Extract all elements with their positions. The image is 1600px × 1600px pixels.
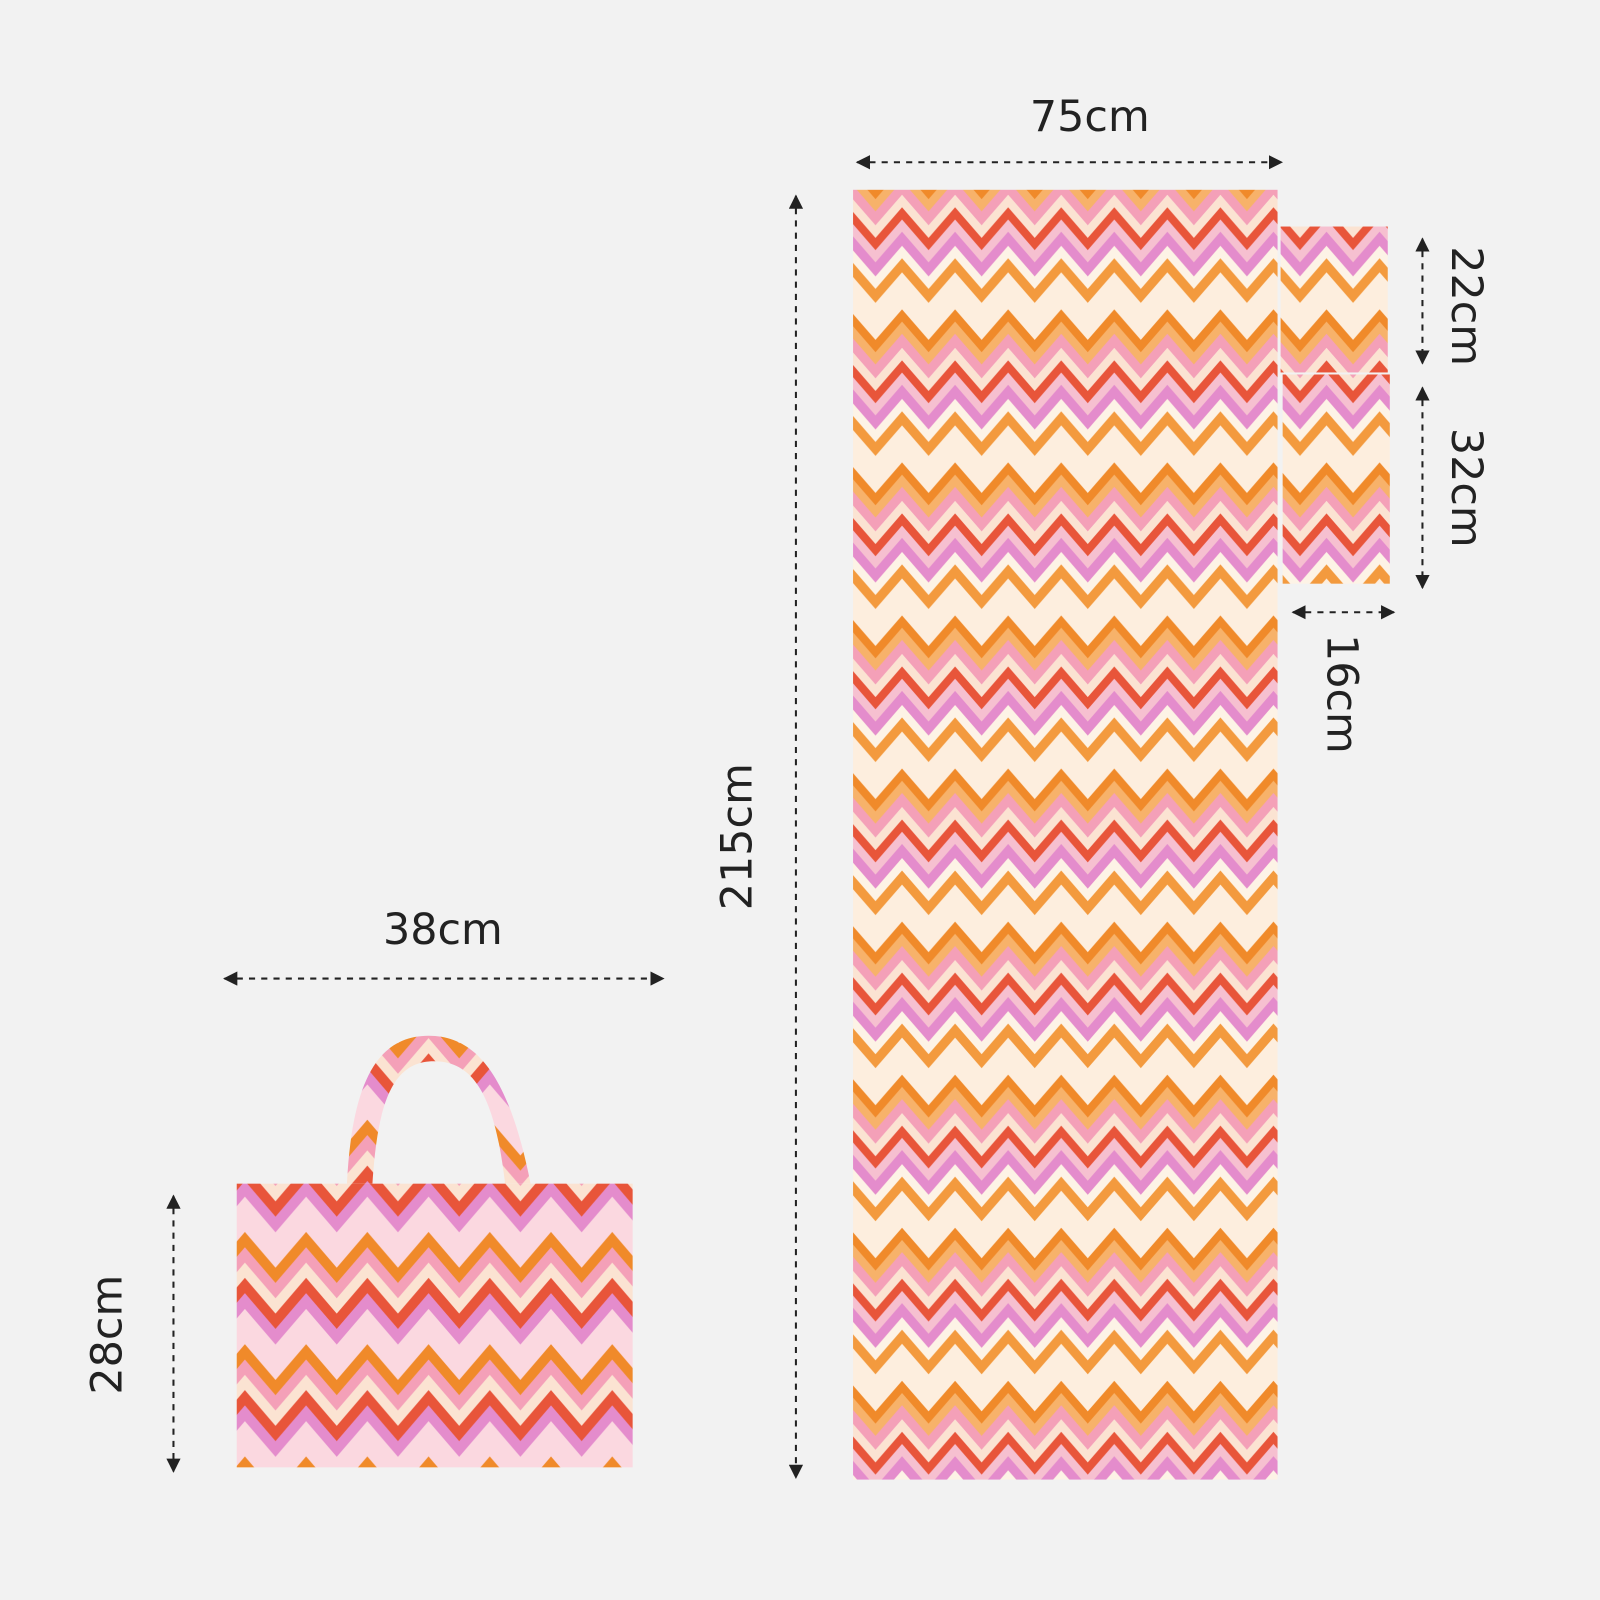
pillow-upper (1280, 226, 1388, 373)
pillow-lower (1282, 374, 1390, 584)
bag-width-label: 38cm (383, 905, 503, 955)
towel-length-label: 215cm (712, 763, 762, 910)
towel (853, 189, 1278, 1480)
bag (236, 1183, 633, 1468)
pillow-upper-height-label: 22cm (1441, 246, 1491, 366)
pillow-width-label: 16cm (1316, 634, 1366, 754)
towel-width-label: 75cm (1030, 92, 1150, 142)
bag-handle (346, 1035, 531, 1184)
pillow-lower-height-label: 32cm (1441, 428, 1491, 548)
bag-height-label: 28cm (83, 1275, 133, 1395)
